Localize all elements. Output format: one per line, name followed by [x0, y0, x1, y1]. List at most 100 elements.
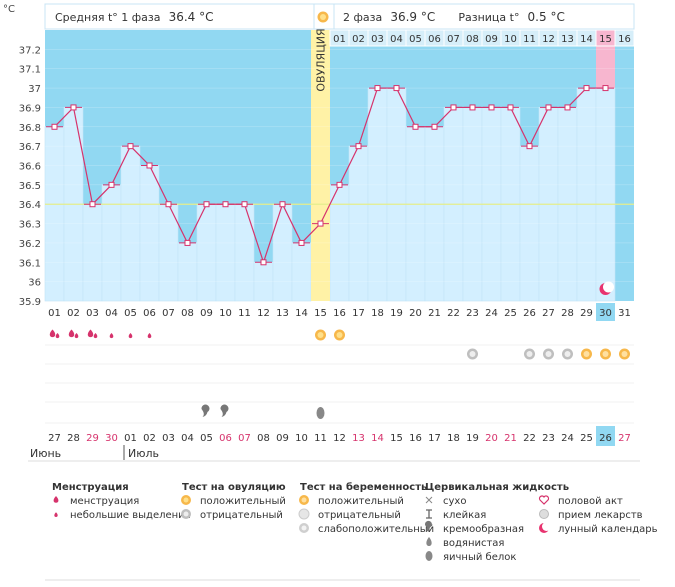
pregnancy-test-negative-icon [545, 351, 552, 357]
cycle-day-label: 04 [390, 34, 403, 45]
ovulation-test-positive-icon [317, 332, 324, 338]
calendar-date: 08 [257, 433, 270, 444]
phase2-summary: 2 фаза 36.9 °C Разница t° 0.5 °C [343, 6, 565, 25]
calendar-date: 29 [86, 433, 99, 444]
temperature-bar [234, 203, 255, 302]
menstruation-heavy-icon [87, 329, 94, 338]
today-highlight [596, 46, 615, 89]
temperature-point [412, 123, 419, 130]
legend-item-label: небольшие выделения [70, 510, 191, 521]
x-tick-label: 18 [371, 308, 384, 319]
x-tick-label: 20 [409, 308, 422, 319]
calendar-date: 04 [181, 433, 194, 444]
ovulation-label: ОВУЛЯЦИЯ [315, 28, 328, 91]
calendar-date: 13 [352, 433, 365, 444]
calendar-date: 05 [200, 433, 213, 444]
temperature-line [54, 87, 606, 265]
x-tick-label: 10 [219, 308, 232, 319]
sticky-icon [426, 509, 432, 519]
dry-icon [425, 496, 433, 504]
ovulation-column [311, 30, 330, 301]
calendar-date: 23 [542, 433, 555, 444]
cycle-day-label: 11 [523, 34, 536, 45]
calendar-date: 25 [580, 433, 593, 444]
x-tick-label: 23 [466, 308, 479, 319]
x-tick-label: 30 [599, 308, 612, 319]
x-tick-label: 24 [485, 308, 498, 319]
legend-item-label: отрицательный [318, 510, 401, 521]
calendar-date: 30 [105, 433, 118, 444]
temperature-point [564, 104, 571, 111]
pregnancy-negative-icon [298, 508, 310, 520]
y-tick-label: 37.1 [19, 65, 41, 76]
temperature-bar [576, 87, 597, 302]
cycle-day-label: 02 [352, 34, 365, 45]
calendar-date: 17 [428, 433, 441, 444]
temperature-bar [215, 203, 236, 302]
temperature-bar [424, 126, 445, 302]
drop-light-icon [54, 512, 58, 517]
temperature-point [526, 143, 533, 150]
x-tick-label: 19 [390, 308, 403, 319]
x-tick-label: 26 [523, 308, 536, 319]
temperature-point [222, 201, 229, 208]
calendar-date: 27 [48, 433, 61, 444]
legend-group-title: Тест на беременность [300, 481, 427, 493]
x-tick-label: 22 [447, 308, 460, 319]
y-tick-label: 36.3 [19, 220, 41, 231]
y-tick-label: 37.2 [19, 45, 41, 56]
x-tick-label: 29 [580, 308, 593, 319]
calendar-date: 20 [485, 433, 498, 444]
legend-item-label: отрицательный [200, 510, 283, 521]
cycle-day-label: 01 [333, 34, 346, 45]
legend-item-label: лунный календарь [558, 524, 658, 535]
temperature-point [279, 201, 286, 208]
temperature-point [602, 85, 609, 92]
temperature-point [298, 239, 305, 246]
calendar-date: 15 [390, 433, 403, 444]
calendar-date: 21 [504, 433, 517, 444]
drop-heavy-icon [53, 496, 59, 503]
calendar-date: 16 [409, 433, 422, 444]
x-tick-label: 02 [67, 308, 80, 319]
temperature-point [507, 104, 514, 111]
y-tick-label: 35.9 [19, 297, 41, 308]
temperature-point [89, 201, 96, 208]
legend-item-label: положительный [200, 496, 286, 507]
y-tick-label: 36.4 [19, 200, 41, 211]
ovulation-test-positive-icon [336, 332, 343, 338]
y-tick-label: 37 [28, 84, 41, 95]
x-tick-label: 21 [428, 308, 441, 319]
x-tick-label: 05 [124, 308, 137, 319]
temperature-point [241, 201, 248, 208]
egg-white-icon [316, 407, 325, 419]
temperature-point [317, 220, 324, 227]
temperature-point [146, 162, 153, 169]
temperature-point [393, 85, 400, 92]
y-unit-label: °C [3, 4, 15, 15]
calendar-date: 12 [333, 433, 346, 444]
phase1-summary: Средняя t° 1 фаза 36.4 °C [55, 6, 214, 25]
temperature-bar [139, 165, 160, 302]
cycle-day-label: 10 [504, 34, 517, 45]
temperature-point [70, 104, 77, 111]
temperature-point [260, 259, 267, 266]
pregnancy-test-negative-icon [526, 351, 533, 357]
cycle-day-label: 08 [466, 34, 479, 45]
egg-white-icon [425, 551, 433, 561]
menstruation-light-icon [109, 333, 114, 339]
x-tick-label: 11 [238, 308, 251, 319]
lunar-icon [542, 522, 551, 531]
moon-icon [603, 281, 614, 293]
legend-item-label: яичный белок [443, 552, 516, 563]
x-tick-label: 28 [561, 308, 574, 319]
pregnancy-test-negative-icon [564, 351, 571, 357]
temperature-point [450, 104, 457, 111]
temperature-bar [595, 87, 616, 302]
temperature-bar [386, 87, 407, 302]
legend-item-label: кремообразная [443, 524, 524, 535]
today-date-cell [596, 303, 615, 321]
calendar-date: 22 [523, 433, 536, 444]
x-tick-label: 08 [181, 308, 194, 319]
